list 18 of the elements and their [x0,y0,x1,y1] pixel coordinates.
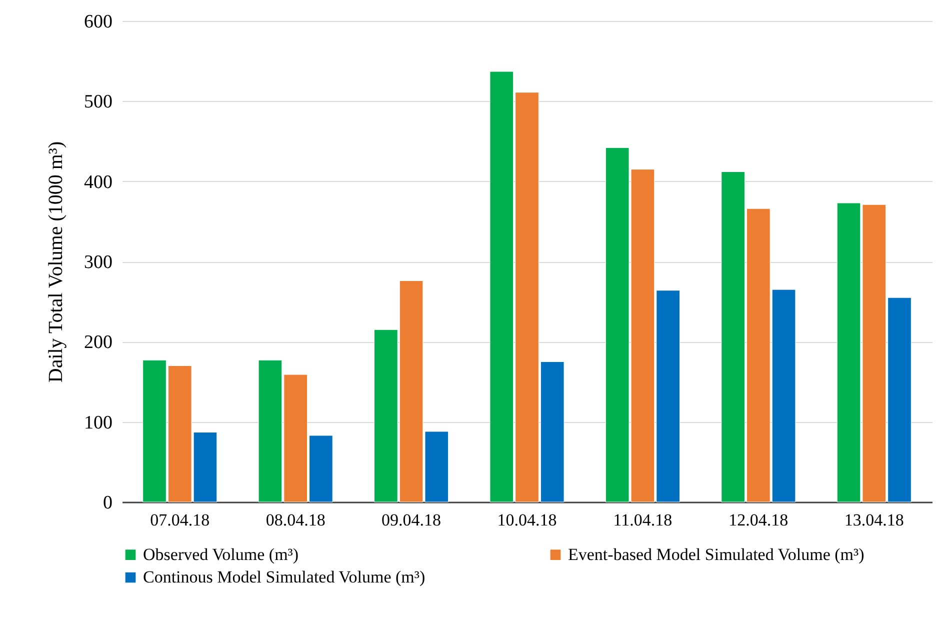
x-tick-label: 09.04.18 [382,510,442,530]
x-tick-label: 11.04.18 [613,510,672,530]
y-axis-title: Daily Total Volume (1000 m³) [45,141,67,383]
legend-label: Event-based Model Simulated Volume (m³) [568,544,864,564]
x-tick-label: 13.04.18 [844,510,904,530]
x-tick-label: 10.04.18 [497,510,557,530]
legend-label: Observed Volume (m³) [143,544,299,564]
y-tick-label: 400 [84,172,112,193]
x-tick-label: 07.04.18 [150,510,210,530]
legend-label: Continous Model Simulated Volume (m³) [143,568,426,586]
y-tick-label: 300 [84,252,112,273]
x-tick-label: 12.04.18 [728,510,788,530]
y-tick-label: 0 [103,492,112,514]
y-tick-label: 600 [84,12,112,32]
x-tick-label: 08.04.18 [266,510,326,530]
y-tick-label: 500 [84,92,112,113]
y-tick-label: 200 [84,332,112,354]
y-tick-label: 100 [84,412,112,434]
